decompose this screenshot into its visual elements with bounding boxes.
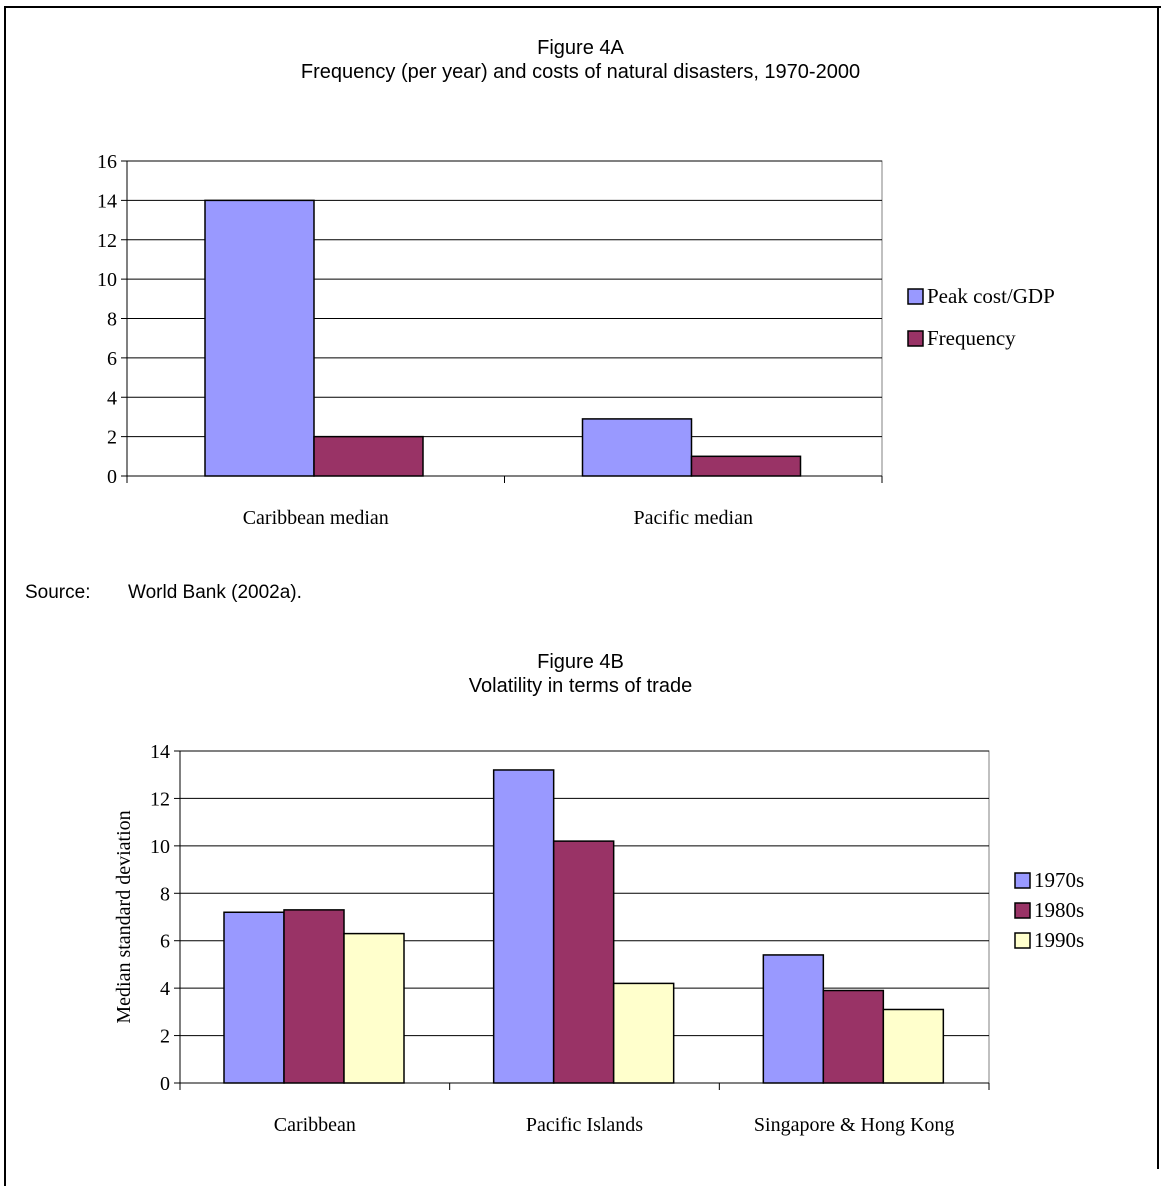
y-tick-label-c0-5: 10 xyxy=(97,269,117,291)
legend-swatch-c0-1 xyxy=(907,330,924,347)
bar-c1-1970s-1 xyxy=(492,769,555,1084)
bar-c1-1980s-2 xyxy=(822,989,885,1084)
legend-label-c1-1: 1980s xyxy=(1034,898,1084,922)
chart-b-subtitle: Volatility in terms of trade xyxy=(468,675,693,697)
y-tick-label-c1-6: 12 xyxy=(150,788,170,810)
bar-c1-1990s-1 xyxy=(612,982,675,1084)
chart-a-title: Figure 4A xyxy=(537,37,624,59)
legend-swatch-c1-0 xyxy=(1014,872,1031,889)
bar-c0-peak-cost-gdp-1 xyxy=(581,418,693,477)
source-label: Source: xyxy=(25,582,91,603)
legend-label-c0-0: Peak cost/GDP xyxy=(927,284,1055,308)
bar-c1-1970s-2 xyxy=(762,954,825,1084)
y-axis-label-c1: Median standard deviation xyxy=(113,810,135,1023)
bar-c1-1970s-0 xyxy=(223,911,285,1084)
legend-label-c1-0: 1970s xyxy=(1034,868,1084,892)
legend-label-c0-1: Frequency xyxy=(927,326,1016,350)
y-tick-label-c1-4: 8 xyxy=(160,883,170,905)
figure-frame xyxy=(4,6,1161,1186)
chart-b-title: Figure 4B xyxy=(537,651,624,673)
y-tick-label-c1-0: 0 xyxy=(160,1073,170,1095)
category-label-c1-2: Singapore & Hong Kong xyxy=(754,1114,955,1136)
source-text: World Bank (2002a). xyxy=(128,582,302,603)
y-tick-label-c0-0: 0 xyxy=(107,466,117,488)
y-tick-label-c0-4: 8 xyxy=(107,309,117,331)
y-tick-label-c1-5: 10 xyxy=(150,836,170,858)
y-tick-label-c1-2: 4 xyxy=(160,978,170,1000)
legend-swatch-c1-2 xyxy=(1014,932,1031,949)
legend-swatch-c0-0 xyxy=(907,288,924,305)
category-label-c1-1: Pacific Islands xyxy=(526,1114,643,1136)
figure-frame-right xyxy=(1157,6,1159,1169)
source-note: Source: World Bank (2002a). xyxy=(25,582,302,604)
legend-label-c1-2: 1990s xyxy=(1034,928,1084,952)
bar-c1-1990s-0 xyxy=(343,932,405,1084)
y-tick-label-c0-3: 6 xyxy=(107,348,117,370)
y-tick-label-c0-8: 16 xyxy=(97,151,117,173)
category-label-c1-0: Caribbean xyxy=(274,1114,356,1136)
bar-c1-1990s-2 xyxy=(882,1008,945,1084)
bar-c1-1980s-1 xyxy=(552,840,615,1084)
bar-c0-frequency-0 xyxy=(313,435,424,477)
y-tick-label-c0-1: 2 xyxy=(107,427,117,449)
y-tick-label-c1-7: 14 xyxy=(150,741,170,763)
category-label-c0-0: Caribbean median xyxy=(243,507,389,529)
category-label-c0-1: Pacific median xyxy=(634,507,753,529)
chart-a-subtitle: Frequency (per year) and costs of natura… xyxy=(300,61,861,83)
y-tick-label-c1-3: 6 xyxy=(160,931,170,953)
bar-c1-1980s-0 xyxy=(283,909,345,1084)
legend-swatch-c1-1 xyxy=(1014,902,1031,919)
y-tick-label-c1-1: 2 xyxy=(160,1026,170,1048)
y-tick-label-c0-2: 4 xyxy=(107,387,117,409)
y-tick-label-c0-7: 14 xyxy=(97,190,117,212)
y-tick-label-c0-6: 12 xyxy=(97,230,117,252)
bar-c0-peak-cost-gdp-0 xyxy=(204,199,315,477)
bar-c0-frequency-1 xyxy=(690,455,802,477)
